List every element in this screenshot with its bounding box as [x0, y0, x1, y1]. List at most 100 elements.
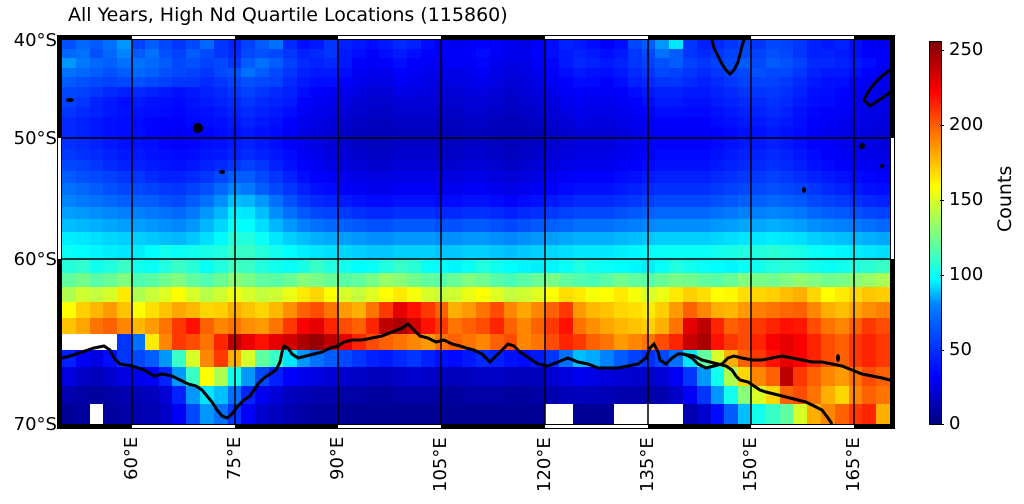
heatmap-cell [503, 245, 518, 260]
heatmap-cell [89, 171, 104, 184]
heatmap-cell [365, 96, 380, 108]
heatmap-cell [282, 40, 298, 50]
heatmap-cell [103, 171, 118, 184]
heatmap-cell [517, 272, 532, 288]
heatmap-cell [627, 106, 643, 118]
heatmap-cell [158, 127, 173, 139]
heatmap-cell [393, 96, 408, 108]
heatmap-cell [434, 49, 449, 59]
heatmap-cell [75, 182, 91, 196]
heatmap-cell [600, 58, 615, 69]
heatmap-cell [476, 148, 491, 161]
heatmap-cell [834, 127, 850, 139]
heatmap-cell [531, 245, 546, 260]
heatmap-cell [710, 159, 725, 172]
antarctica-coastline [62, 322, 890, 420]
heatmap-cell [476, 258, 491, 274]
heatmap-cell [117, 258, 132, 274]
heatmap-cell [338, 245, 353, 260]
heatmap-cell [558, 67, 574, 78]
heatmap-cell [614, 49, 629, 59]
heatmap-cell [531, 137, 546, 150]
heatmap-cell [517, 194, 532, 208]
frame-segment-top [441, 35, 545, 40]
heatmap-cell [213, 287, 229, 303]
heatmap-cell [200, 148, 215, 161]
heatmap-cell [103, 287, 118, 303]
heatmap-cell [821, 206, 836, 220]
heatmap-cell [75, 67, 91, 78]
heatmap-cell [131, 58, 146, 69]
heatmap-cell [269, 137, 284, 150]
heatmap-cell [213, 245, 229, 260]
heatmap-cell [489, 40, 505, 50]
heatmap-cell [655, 194, 670, 208]
heatmap-cell [448, 258, 463, 274]
heatmap-cell [158, 148, 173, 161]
heatmap-cell [172, 245, 187, 260]
heatmap-cell [269, 58, 284, 69]
heatmap-cell [255, 67, 270, 78]
heatmap-cell [517, 302, 532, 319]
heatmap-cell [407, 171, 422, 184]
heatmap-cell [765, 245, 781, 260]
heatmap-cell [876, 49, 890, 59]
heatmap-cell [186, 171, 201, 184]
heatmap-cell [503, 231, 518, 246]
heatmap-cell [586, 86, 601, 98]
heatmap-cell [627, 171, 643, 184]
heatmap-cell [807, 272, 822, 288]
heatmap-cell [807, 245, 822, 260]
heatmap-cell [462, 58, 477, 69]
heatmap-cell [131, 96, 146, 108]
heatmap-cell [779, 49, 794, 59]
heatmap-cell [269, 287, 284, 303]
heatmap-cell [103, 231, 118, 246]
heatmap-cell [572, 96, 587, 108]
frame-segment-bottom [338, 424, 441, 429]
heatmap-cell [503, 194, 518, 208]
heatmap-cell [545, 194, 560, 208]
heatmap-cell [489, 96, 505, 108]
heatmap-cell [779, 148, 794, 161]
heatmap-cell [517, 106, 532, 118]
heatmap-cell [310, 182, 325, 196]
heatmap-cell [848, 40, 863, 50]
heatmap-cell [793, 171, 808, 184]
heatmap-cell [834, 258, 850, 274]
heatmap-cell [158, 194, 173, 208]
heatmap-cell [848, 231, 863, 246]
heatmap-cell [683, 287, 698, 303]
heatmap-cell [655, 77, 670, 88]
heatmap-cell [600, 127, 615, 139]
heatmap-cell [296, 194, 311, 208]
heatmap-cell [255, 182, 270, 196]
heatmap-cell [862, 49, 877, 59]
heatmap-cell [89, 137, 104, 150]
heatmap-cell [683, 159, 698, 172]
frame-segment-top [751, 35, 854, 40]
heatmap-cell [351, 86, 367, 98]
heatmap-cell [862, 206, 877, 220]
heatmap-cell [89, 106, 104, 118]
colorbar-tick-label: 100 [949, 264, 984, 285]
heatmap-cell [296, 148, 311, 161]
colorbar-tick-label: 50 [949, 339, 972, 360]
heatmap-cell [365, 40, 380, 50]
heatmap-cell [752, 148, 767, 161]
heatmap-cell [407, 287, 422, 303]
heatmap-cell [558, 106, 574, 118]
heatmap-cell [144, 171, 160, 184]
heatmap-cell [779, 231, 794, 246]
heatmap-cell [696, 245, 712, 260]
frame-segment-bottom [854, 424, 890, 429]
heatmap-cell [144, 258, 160, 274]
heatmap-cell [558, 137, 574, 150]
heatmap-cell [517, 231, 532, 246]
heatmap-cell [324, 206, 339, 220]
heatmap-cell [821, 58, 836, 69]
heatmap-cell [448, 302, 463, 319]
heatmap-cell [545, 86, 560, 98]
heatmap-cell [531, 106, 546, 118]
frame-segment-bottom [441, 424, 545, 429]
